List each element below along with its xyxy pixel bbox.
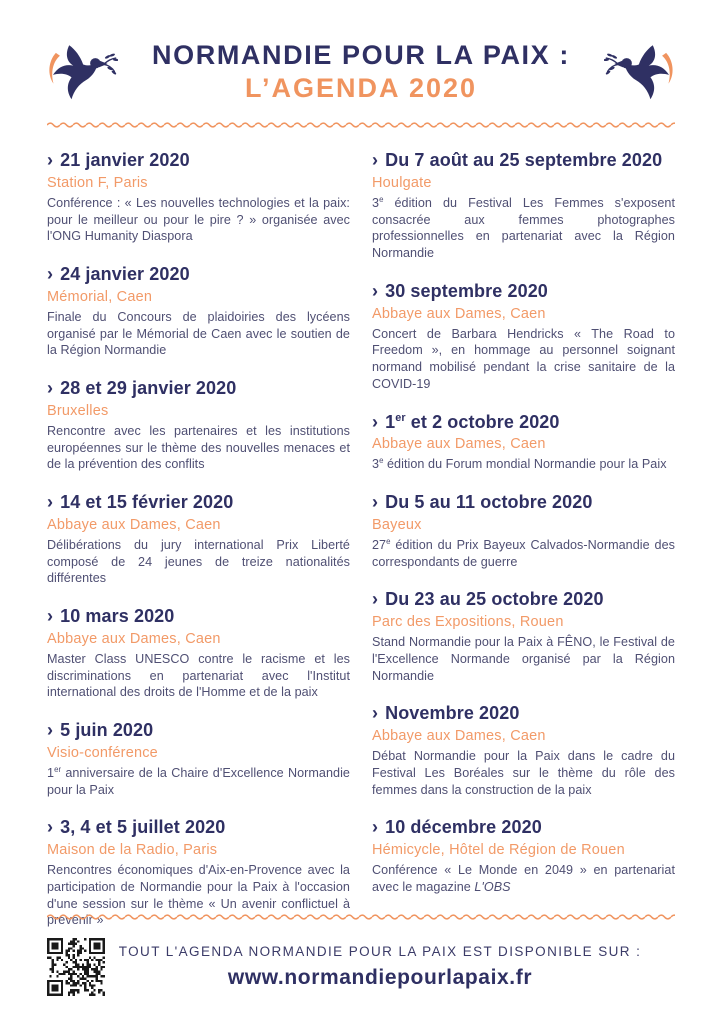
agenda-event: › Du 5 au 11 octobre 2020 Bayeux 27e édit… [372,492,675,570]
event-date: › 30 septembre 2020 [372,280,548,301]
event-bullet: › [47,378,54,399]
event-location: Bruxelles [47,402,109,419]
event-description: Débat Normandie pour la Paix dans le cad… [372,749,675,797]
agenda-event: › 14 et 15 février 2020 Abbaye aux Dames,… [47,492,350,587]
event-location: Parc des Expositions, Rouen [372,614,564,631]
wavy-divider-top [47,120,675,131]
event-location: Mémorial, Caen [47,288,153,305]
event-date: › Du 23 au 25 octobre 2020 [372,589,604,610]
event-date: › 10 mars 2020 [47,606,175,627]
event-bullet: › [372,703,379,724]
dove-olive-branch-icon-mirrored [604,41,676,103]
agenda-column-right: › Du 7 août au 25 septembre 2020 Houlgate… [372,150,675,948]
qr-code [47,938,105,996]
agenda-event: › 24 janvier 2020 Mémorial, Caen Finale d… [47,264,350,359]
event-description: Conférence « Le Monde en 2049 » en parte… [372,863,675,894]
agenda-event: › 10 décembre 2020 Hémicycle, Hôtel de Ré… [372,817,675,895]
event-location: Abbaye aux Dames, Caen [47,630,221,647]
event-date: › 3, 4 et 5 juillet 2020 [47,817,226,838]
event-date: › 21 janvier 2020 [47,150,190,171]
event-bullet: › [47,150,54,171]
event-bullet: › [372,411,379,432]
event-date: › 5 juin 2020 [47,720,154,741]
event-date: › 10 décembre 2020 [372,817,542,838]
event-location: Visio-conférence [47,744,158,761]
agenda-event: › 28 et 29 janvier 2020 Bruxelles Rencont… [47,378,350,473]
event-description: 3e édition du Festival Les Femmes s'expo… [372,194,675,261]
event-bullet: › [47,492,54,513]
dove-olive-branch-icon [46,41,118,103]
wavy-divider-bottom [47,912,675,922]
event-description: 27e édition du Prix Bayeux Calvados-Norm… [372,536,675,569]
event-location: Abbaye aux Dames, Caen [47,516,221,533]
event-bullet: › [372,150,379,171]
agenda-columns: › 21 janvier 2020 Station F, Paris Confér… [0,130,722,948]
event-location: Abbaye aux Dames, Caen [372,436,546,453]
event-description: Finale du Concours de plaidoiries des ly… [47,309,350,358]
event-location: Hémicycle, Hôtel de Région de Rouen [372,842,625,859]
event-description: Master Class UNESCO contre le racisme et… [47,651,350,700]
event-bullet: › [47,817,54,838]
event-description: Stand Normandie pour la Paix à FÊNO, le … [372,635,675,683]
page-title: NORMANDIE POUR LA PAIX : [152,40,570,70]
event-description: 3e édition du Forum mondial Normandie po… [372,456,667,472]
event-date: › 1er et 2 octobre 2020 [372,411,560,432]
event-date: › 28 et 29 janvier 2020 [47,378,237,399]
agenda-event: › Du 7 août au 25 septembre 2020 Houlgate… [372,150,675,262]
event-location: Abbaye aux Dames, Caen [372,305,546,322]
website-url[interactable]: www.normandiepourlapaix.fr [227,966,533,989]
agenda-event: › 10 mars 2020 Abbaye aux Dames, Caen Mas… [47,606,350,701]
event-date: › Novembre 2020 [372,703,520,724]
footer-text-block: TOUT L'AGENDA NORMANDIE POUR LA PAIX EST… [105,944,675,990]
event-date: › 24 janvier 2020 [47,264,190,285]
agenda-event: › 21 janvier 2020 Station F, Paris Confér… [47,150,350,245]
event-location: Maison de la Radio, Paris [47,842,218,859]
agenda-column-left: › 21 janvier 2020 Station F, Paris Confér… [47,150,350,948]
agenda-event: › Novembre 2020 Abbaye aux Dames, Caen Dé… [372,703,675,798]
event-date: › Du 7 août au 25 septembre 2020 [372,150,663,171]
agenda-event: › 5 juin 2020 Visio-conférence 1er annive… [47,720,350,798]
event-bullet: › [47,720,54,741]
page-subtitle: L’AGENDA 2020 [244,73,478,104]
event-bullet: › [372,492,379,513]
header: NORMANDIE POUR LA PAIX : L’AGENDA 2020 [0,0,722,104]
event-description: Délibérations du jury international Prix… [47,537,350,586]
agenda-event: › 1er et 2 octobre 2020 Abbaye aux Dames,… [372,412,675,474]
footer: TOUT L'AGENDA NORMANDIE POUR LA PAIX EST… [0,912,722,996]
event-location: Bayeux [372,516,422,533]
event-date: › 14 et 15 février 2020 [47,492,234,513]
event-description: Rencontre avec les partenaires et les in… [47,423,350,472]
event-location: Station F, Paris [47,174,148,191]
event-bullet: › [47,264,54,285]
event-description: Concert de Barbara Hendricks « The Road … [372,326,675,391]
agenda-event: › 30 septembre 2020 Abbaye aux Dames, Cae… [372,281,675,393]
event-location: Abbaye aux Dames, Caen [372,728,546,745]
event-description: Conférence : « Les nouvelles technologie… [47,195,350,244]
event-description: 1er anniversaire de la Chaire d'Excellen… [47,764,350,797]
event-bullet: › [372,817,379,838]
event-location: Houlgate [372,174,432,191]
event-bullet: › [47,606,54,627]
agenda-event: › Du 23 au 25 octobre 2020 Parc des Expos… [372,589,675,684]
event-bullet: › [372,280,379,301]
footer-tagline: TOUT L'AGENDA NORMANDIE POUR LA PAIX EST… [118,944,642,959]
event-date: › Du 5 au 11 octobre 2020 [372,492,593,513]
title-block: NORMANDIE POUR LA PAIX : L’AGENDA 2020 [118,40,604,104]
event-bullet: › [372,589,379,610]
